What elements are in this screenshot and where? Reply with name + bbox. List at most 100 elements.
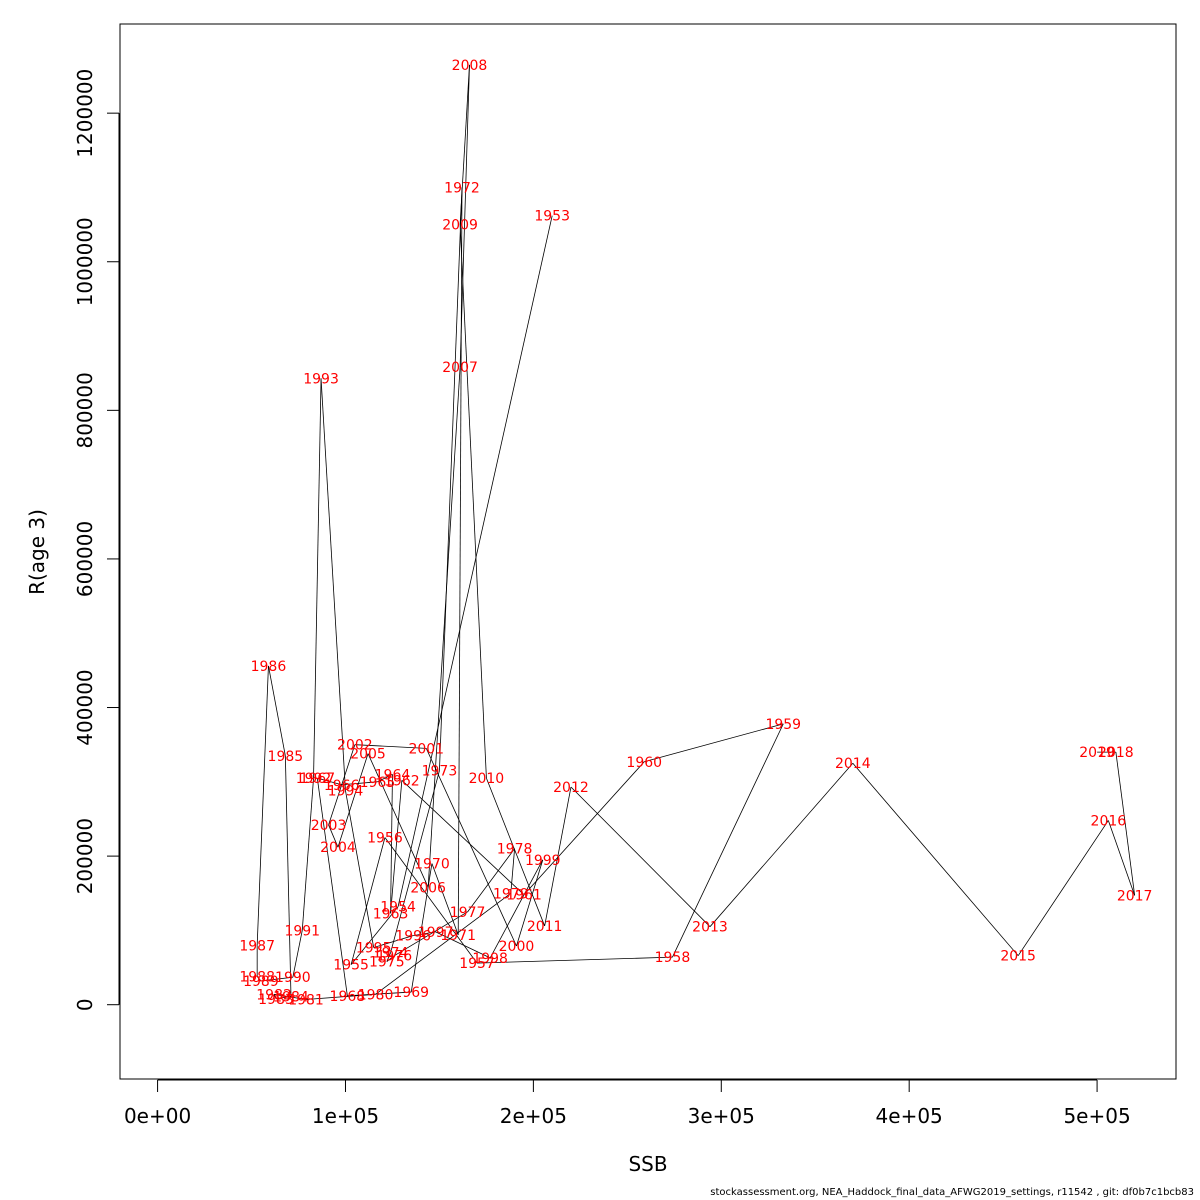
point-label: 2019 xyxy=(1079,745,1115,761)
point-label: 1958 xyxy=(655,950,691,966)
point-label: 1982 xyxy=(256,987,292,1003)
series-segment xyxy=(476,956,673,964)
y-tick-label: 1000000 xyxy=(73,217,97,306)
x-tick-label: 4e+05 xyxy=(876,1104,943,1128)
series-segment xyxy=(427,367,461,888)
series-segment xyxy=(425,748,517,947)
point-label: 1972 xyxy=(444,180,480,196)
point-label: 1966 xyxy=(324,778,360,794)
point-label: 2002 xyxy=(337,738,373,754)
point-label: 1986 xyxy=(251,659,287,675)
point-label: 1997 xyxy=(418,925,454,941)
point-label: 1984 xyxy=(273,990,309,1006)
point-label: 1989 xyxy=(243,974,279,990)
series-segment xyxy=(373,935,414,948)
point-label: 2013 xyxy=(692,920,728,936)
series-segment xyxy=(709,762,854,927)
plot-frame xyxy=(119,23,1177,1080)
series-segment xyxy=(273,994,277,999)
series-segment xyxy=(467,848,515,913)
point-label: 1963 xyxy=(373,906,409,922)
series-segment xyxy=(1115,752,1136,896)
series-path-group xyxy=(256,64,1136,1000)
point-label: 1975 xyxy=(369,955,405,971)
point-label: 2016 xyxy=(1091,813,1127,829)
series-segment xyxy=(435,931,491,959)
point-label: 2018 xyxy=(1098,745,1134,761)
point-label: 1985 xyxy=(268,749,304,765)
point-label: 1969 xyxy=(393,985,429,1001)
series-segment xyxy=(317,777,342,786)
point-label: 2003 xyxy=(311,818,347,834)
x-tick-label: 1e+05 xyxy=(312,1104,379,1128)
y-tick-label: 600000 xyxy=(73,521,97,597)
point-label: 1962 xyxy=(384,773,420,789)
point-label: 1988 xyxy=(239,969,275,985)
point-label: 1964 xyxy=(375,767,411,783)
series-segment xyxy=(347,991,412,997)
point-label: 1968 xyxy=(330,989,366,1005)
series-segment xyxy=(390,774,393,914)
y-tick-label: 0 xyxy=(73,998,97,1011)
x-tick-label: 5e+05 xyxy=(1063,1104,1130,1128)
point-label: 1954 xyxy=(380,900,416,916)
series-segment xyxy=(439,187,463,771)
series-segment xyxy=(394,911,468,957)
series-segment xyxy=(384,837,478,964)
series-segment xyxy=(459,224,487,779)
point-label: 2011 xyxy=(527,919,563,935)
point-label: 1998 xyxy=(472,951,508,967)
series-segment xyxy=(852,762,1019,956)
point-label: 2010 xyxy=(469,771,505,787)
series-segment xyxy=(350,906,399,965)
series-segment xyxy=(401,780,525,896)
series-segment xyxy=(523,761,645,896)
x-tick-label: 2e+05 xyxy=(500,1104,567,1128)
x-axis: 0e+00 1e+05 2e+05 3e+05 4e+05 5e+05 xyxy=(124,1079,1131,1128)
series-segment xyxy=(544,786,572,927)
point-label: 2008 xyxy=(452,58,488,74)
series-segment xyxy=(459,64,470,368)
point-label: 2015 xyxy=(1000,949,1036,965)
point-label: 1955 xyxy=(333,958,369,974)
series-segment xyxy=(386,955,395,962)
point-label: 1996 xyxy=(395,929,431,945)
series-segment xyxy=(275,996,292,1000)
series-segment xyxy=(459,64,470,225)
series-segment xyxy=(260,976,293,982)
series-segment xyxy=(256,665,269,946)
point-label: 1974 xyxy=(373,946,409,962)
y-tick-label: 200000 xyxy=(73,818,97,894)
point-label-group: 1953 1954 1955 1956 1957 1958 1959 1960 1961 1962… xyxy=(239,58,1152,1009)
point-label: 1961 xyxy=(506,888,542,904)
point-label: 2004 xyxy=(320,840,356,856)
y-tick-label: 1200000 xyxy=(73,69,97,158)
point-label: 1973 xyxy=(422,764,458,780)
point-label: 1967 xyxy=(299,771,335,787)
series-segment xyxy=(354,744,427,749)
point-label: 1994 xyxy=(328,784,364,800)
series-segment xyxy=(397,215,553,907)
y-tick-label: 400000 xyxy=(73,669,97,745)
x-axis-title: SSB xyxy=(628,1152,667,1176)
series-segment xyxy=(320,378,346,791)
series-segment xyxy=(328,824,339,848)
point-label: 1976 xyxy=(377,949,413,965)
series-segment xyxy=(510,848,515,894)
series-segment xyxy=(489,859,544,959)
point-label: 2005 xyxy=(350,747,386,763)
series-segment xyxy=(672,723,784,958)
point-label: 1980 xyxy=(358,987,394,1003)
point-label: 2017 xyxy=(1117,888,1153,904)
point-label: 1995 xyxy=(356,940,392,956)
series-segment xyxy=(367,753,429,888)
series-segment xyxy=(1107,820,1136,896)
y-tick-label: 800000 xyxy=(73,372,97,448)
point-label: 1970 xyxy=(414,857,450,873)
y-axis-title: R(age 3) xyxy=(25,509,49,595)
point-label: 1953 xyxy=(534,209,570,225)
series-segment xyxy=(644,723,784,763)
point-label: 1960 xyxy=(626,755,662,771)
point-label: 1979 xyxy=(493,886,529,902)
